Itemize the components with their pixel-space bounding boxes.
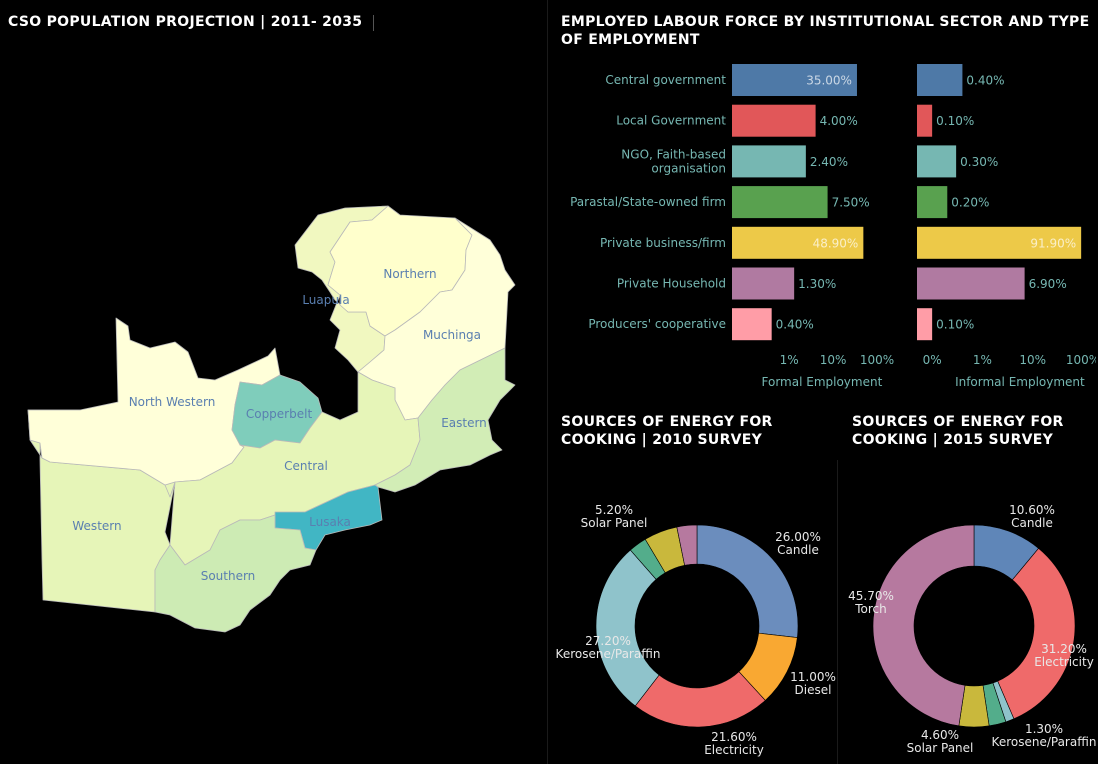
cook2010-title-line2: COOKING | 2010 SURVEY [561,432,763,448]
x-tick-label: 10% [1019,353,1046,367]
region-label-luapula: Luapula [302,293,349,307]
bar-value-label: 0.40% [966,74,1004,88]
donut-slice[interactable] [997,547,1076,720]
donut-annotation: 26.00% Candle [775,530,821,557]
donut-annotation: 11.00% Diesel [790,670,836,697]
bar-formal[interactable] [732,104,816,137]
bar-value-label: 0.10% [936,114,974,128]
bar-value-label: 35.00% [806,74,852,88]
region-label-eastern: Eastern [441,416,487,430]
bar-formal[interactable] [732,226,864,259]
x-tick-label: 100% [860,353,894,367]
bar-informal[interactable] [917,104,933,137]
bar-category-label: NGO, Faith-based organisation [621,147,726,175]
cook2015-title-line1: SOURCES OF ENERGY FOR [852,414,1064,430]
x-tick-label: 0% [923,353,942,367]
bar-value-label: 0.30% [960,155,998,169]
bar-informal[interactable] [917,186,948,219]
bar-formal[interactable] [732,64,857,96]
x-axis-title: Formal Employment [762,375,883,389]
bar-value-label: 48.90% [813,236,859,250]
x-tick-label: 100% [1066,353,1096,367]
bar-value-label: 6.90% [1029,277,1067,291]
bar-category-label: Private business/firm [600,236,726,250]
donut-slice[interactable] [595,549,660,707]
bar-category-label: Producers' cooperative [588,317,726,331]
donut-annotation: 21.60% Electricity [704,730,764,757]
labour-title-line2: OF EMPLOYMENT [561,32,700,48]
donut-annotation: 31.20% Electricity [1034,642,1094,669]
bar-value-label: 1.30% [798,277,836,291]
bar-category-label: Central government [605,73,726,87]
region-southern[interactable] [154,514,317,633]
bar-informal[interactable] [917,226,1082,259]
bar-category-label: Parastal/State-owned firm [570,195,726,209]
map-title: CSO POPULATION PROJECTION | 2011- 2035 [8,14,363,30]
bar-value-label: 0.40% [776,318,814,332]
donut-slice[interactable] [676,524,698,566]
bar-value-label: 4.00% [820,114,858,128]
region-label-central: Central [284,459,328,473]
region-label-western: Western [72,519,121,533]
bar-informal[interactable] [917,308,933,341]
region-label-lusaka: Lusaka [309,515,351,529]
donut-slice[interactable] [872,524,975,727]
x-tick-label: 10% [820,353,847,367]
donut-annotation: 10.60% Candle [1009,503,1055,530]
bar-formal[interactable] [732,145,806,178]
vertical-divider [547,0,548,764]
bar-value-label: 0.10% [936,318,974,332]
donut-divider [837,460,838,764]
title-cursor [373,15,374,31]
bar-formal[interactable] [732,267,795,300]
bar-value-label: 91.90% [1030,236,1076,250]
zambia-map: Northern Luapula Muchinga North Western … [27,205,516,633]
donut-annotation: 1.30% Kerosene/Paraffin [992,722,1097,749]
region-label-southern: Southern [201,569,256,583]
x-tick-label: 1% [973,353,992,367]
bar-value-label: 0.20% [951,196,989,210]
bar-informal[interactable] [917,145,957,178]
bar-category-label: Local Government [616,114,726,128]
cook2015-title-line2: COOKING | 2015 SURVEY [852,432,1054,448]
donut-annotation: 4.60% Solar Panel [907,728,974,755]
bar-value-label: 2.40% [810,155,848,169]
x-tick-label: 1% [780,353,799,367]
bar-formal[interactable] [732,186,828,219]
bar-informal[interactable] [917,64,963,96]
x-axis-title: Informal Employment [955,375,1085,389]
region-label-northern: Northern [383,267,436,281]
bar-value-label: 7.50% [832,196,870,210]
donut-annotation: 5.20% Solar Panel [581,503,648,530]
region-eastern[interactable] [374,347,516,493]
bar-category-label: Private Household [617,277,726,291]
labour-title-line1: EMPLOYED LABOUR FORCE BY INSTITUTIONAL S… [561,14,1090,30]
donut-annotation: 45.70% Torch [848,589,894,616]
bar-formal[interactable] [732,308,772,341]
cook2010-donut: 26.00% Candle 11.00% Diesel 21.60% Electricit… [556,503,836,757]
cook2010-title: SOURCES OF ENERGY FOR COOKING | 2010 SUR… [561,413,773,449]
region-label-muchinga: Muchinga [423,328,481,342]
labour-title: EMPLOYED LABOUR FORCE BY INSTITUTIONAL S… [561,13,1089,49]
labour-bar-chart: Central government Local Government NGO, F… [570,64,1096,389]
donut-annotation: 27.20% Kerosene/Paraffin [556,634,661,661]
cook2015-title: SOURCES OF ENERGY FOR COOKING | 2015 SUR… [852,413,1064,449]
region-label-copperbelt: Copperbelt [246,407,313,421]
cook2015-donut: 10.60% Candle 31.20% Electricity 1.30% Kerose… [848,503,1097,755]
region-label-north-western: North Western [129,395,216,409]
bar-informal[interactable] [917,267,1025,300]
donut-slice[interactable] [696,524,799,638]
cook2010-title-line1: SOURCES OF ENERGY FOR [561,414,773,430]
